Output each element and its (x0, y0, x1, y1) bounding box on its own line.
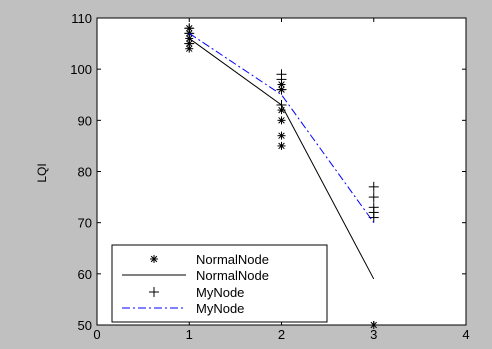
y-axis-label: LQI (35, 163, 49, 182)
y-tick-label: 100 (70, 62, 92, 77)
x-tick-label: 0 (93, 327, 100, 342)
y-tick-label: 90 (78, 113, 92, 128)
plus-point (184, 23, 195, 34)
y-tick-label: 110 (71, 11, 92, 26)
asterisk-point (277, 131, 286, 140)
y-tick-labels: 50 60 70 80 90 100 110 (70, 11, 92, 333)
plus-point (184, 38, 195, 49)
legend-label: NormalNode (196, 252, 269, 267)
y-tick-label: 60 (78, 267, 92, 282)
plus-point (368, 202, 379, 213)
asterisk-point (369, 321, 378, 329)
legend-box (111, 244, 328, 323)
x-tick-label: 3 (370, 327, 377, 342)
legend-asterisk-marker (150, 255, 158, 263)
x-tick-labels: 0 1 2 3 4 (93, 327, 469, 342)
asterisk-point (277, 116, 286, 125)
x-tick-label: 4 (462, 327, 469, 342)
legend-plus-marker (149, 287, 159, 297)
plus-point (276, 69, 287, 80)
legend-label: MyNode (196, 285, 244, 300)
series-line-mynode (188, 32, 375, 223)
x-tick-label: 1 (186, 327, 193, 342)
x-tick-label: 2 (278, 327, 285, 342)
y-tick-label: 70 (78, 216, 92, 231)
y-tick-label: 80 (78, 165, 92, 180)
plus-point (368, 181, 379, 192)
asterisk-point (277, 141, 286, 150)
legend-label: MyNode (196, 301, 244, 316)
series-layer (184, 23, 379, 329)
plus-point (276, 84, 287, 95)
plus-point (368, 192, 379, 203)
plus-point (276, 99, 287, 110)
y-tick-label: 50 (78, 318, 92, 333)
legend-label: NormalNode (196, 268, 269, 283)
